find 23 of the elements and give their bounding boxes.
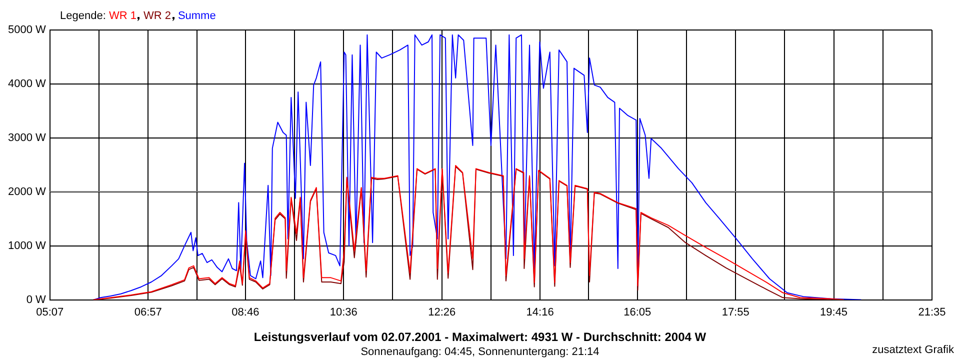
text: Sonnenaufgang: 04:45, Sonnenuntergang: 21:14 <box>360 346 600 358</box>
x-tick-label: 16:05 <box>624 306 652 318</box>
x-tick-label: 19:45 <box>820 306 848 318</box>
x-tick-label: 21:35 <box>918 306 946 318</box>
y-tick-label: 2000 W <box>8 186 47 198</box>
text: WR 1 <box>108 10 136 22</box>
x-tick-label: 14:16 <box>526 306 554 318</box>
x-tick-label: 06:57 <box>134 306 162 318</box>
x-tick-label: 08:46 <box>232 306 260 318</box>
y-tick-label: 0 W <box>26 294 47 306</box>
legend-title: Legende: <box>60 10 106 22</box>
y-tick-label: 3000 W <box>8 132 47 144</box>
text: WR 2 <box>143 10 171 22</box>
x-tick-label: 12:26 <box>428 306 456 318</box>
y-tick-label: 5000 W <box>8 24 47 36</box>
text: Leistungsverlauf vom 02.07.2001 - Maximalwert: 4931 W - Durchschnitt: 2004 W <box>252 330 708 344</box>
y-tick-label: 1000 W <box>8 240 47 252</box>
text: Summe <box>178 10 216 22</box>
y-tick-label: 4000 W <box>8 78 47 90</box>
x-tick-label: 05:07 <box>36 306 64 318</box>
x-tick-label: 17:55 <box>722 306 750 318</box>
text: zusatztext Grafik <box>872 344 954 356</box>
x-tick-label: 10:36 <box>330 306 358 318</box>
